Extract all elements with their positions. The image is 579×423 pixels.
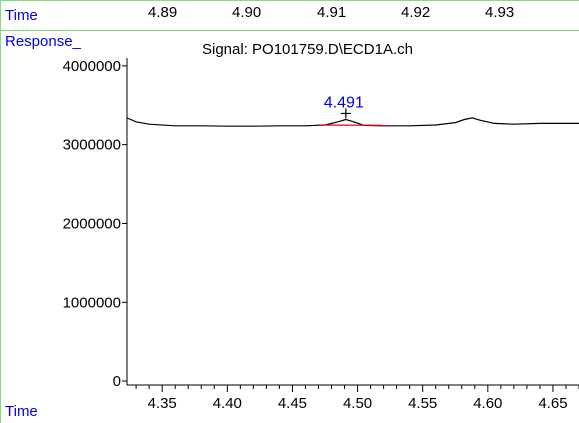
signal-trace-line <box>126 117 579 127</box>
top-tick-1: 4.90 <box>232 4 262 21</box>
x-tick-label-0: 4.35 <box>148 395 177 412</box>
x-tick-label-3: 4.50 <box>343 395 372 412</box>
x-tick-label-4: 4.55 <box>408 395 437 412</box>
y-tick-label-3: 3000000 <box>63 137 121 154</box>
top-time-label: Time <box>5 7 38 24</box>
x-tick-label-1: 4.40 <box>213 395 242 412</box>
top-frame-line <box>0 0 579 1</box>
y-tick-label-2: 2000000 <box>63 215 121 232</box>
top-tick-2: 4.91 <box>317 4 347 21</box>
response-label: Response_ <box>5 33 81 50</box>
top-tick-3: 4.92 <box>401 4 431 21</box>
peak-label: 4.491 <box>324 94 364 111</box>
y-tick-label-0: 0 <box>113 373 121 390</box>
y-tick-label-4: 4000000 <box>63 58 121 75</box>
y-tick-label-1: 1000000 <box>63 294 121 311</box>
top-tick-0: 4.89 <box>148 4 178 21</box>
x-tick-label-6: 4.65 <box>538 395 567 412</box>
signal-title: Signal: PO101759.D\ECD1A.ch <box>202 41 413 58</box>
left-frame-line <box>0 0 1 423</box>
top-tick-4: 4.93 <box>485 4 515 21</box>
x-tick-label-5: 4.60 <box>473 395 502 412</box>
bottom-time-label: Time <box>5 403 38 420</box>
header-divider-line <box>0 30 579 31</box>
x-tick-label-2: 4.45 <box>278 395 307 412</box>
